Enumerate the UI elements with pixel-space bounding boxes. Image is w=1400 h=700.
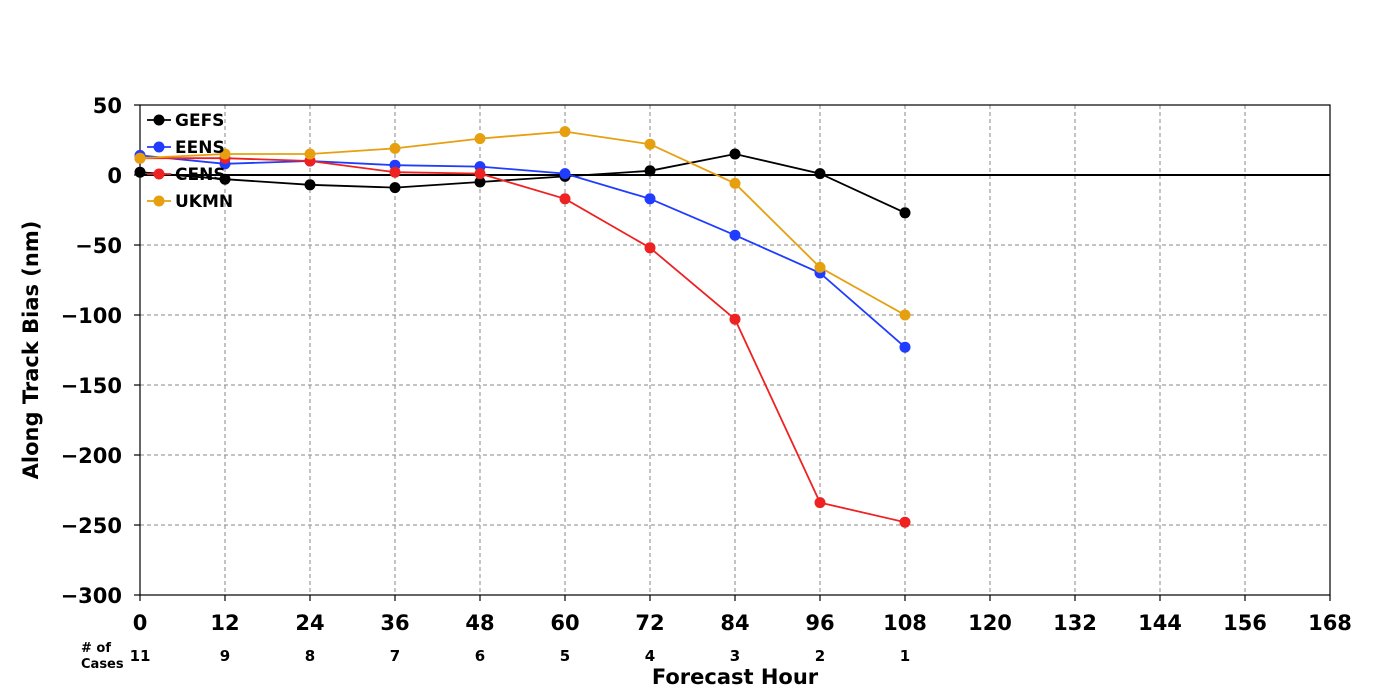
data-point xyxy=(644,242,656,254)
legend-label: UKMN xyxy=(175,192,233,212)
data-point xyxy=(814,168,826,180)
x-tick-label: 156 xyxy=(1223,611,1267,635)
data-point xyxy=(389,166,401,178)
data-point xyxy=(899,341,911,353)
case-count: 6 xyxy=(475,647,485,665)
data-point xyxy=(644,138,656,150)
data-point xyxy=(729,177,741,189)
data-point xyxy=(899,309,911,321)
data-point xyxy=(389,142,401,154)
y-axis-label: Along Track Bias (nm) xyxy=(19,221,43,480)
data-point xyxy=(644,193,656,205)
case-count: 11 xyxy=(130,647,151,665)
series-line xyxy=(139,154,906,348)
x-tick-label: 132 xyxy=(1053,611,1097,635)
x-tick-label: 120 xyxy=(968,611,1012,635)
x-tick-label: 168 xyxy=(1308,611,1352,635)
cases-row: 11 9 8 7 6 5 4 3 2 1 xyxy=(130,647,911,665)
legend-marker xyxy=(153,141,165,153)
data-point xyxy=(219,148,231,160)
case-count: 2 xyxy=(815,647,825,665)
case-count: 9 xyxy=(220,647,230,665)
y-tick-label: −150 xyxy=(61,374,122,398)
case-count: 7 xyxy=(390,647,400,665)
x-tick-label: 0 xyxy=(133,611,148,635)
cases-label-line1: # of xyxy=(81,641,111,656)
data-point xyxy=(899,516,911,528)
legend-item: EENS xyxy=(147,138,225,158)
data-point xyxy=(729,313,741,325)
x-tick-label: 144 xyxy=(1138,611,1182,635)
data-point xyxy=(899,207,911,219)
x-tick-label: 72 xyxy=(635,611,664,635)
data-point xyxy=(729,229,741,241)
x-axis-label: Forecast Hour xyxy=(652,665,819,689)
data-point xyxy=(559,168,571,180)
x-tick-label: 24 xyxy=(295,611,324,635)
y-tick-label: 50 xyxy=(93,94,122,118)
series-line xyxy=(139,153,906,214)
data-point xyxy=(304,148,316,160)
data-point xyxy=(134,152,146,164)
case-count: 1 xyxy=(900,647,910,665)
legend: GEFS EENS CENS UKMN xyxy=(147,111,233,212)
data-point xyxy=(219,173,231,185)
data-point xyxy=(559,126,571,138)
data-point xyxy=(474,133,486,145)
case-count: 4 xyxy=(645,647,655,665)
y-tick-label: −300 xyxy=(61,584,122,608)
case-count: 8 xyxy=(305,647,315,665)
y-tick-label: −50 xyxy=(75,234,122,258)
data-point xyxy=(134,166,146,178)
x-tick-label: 108 xyxy=(883,611,927,635)
legend-marker xyxy=(153,168,165,180)
cases-label-line2: Cases xyxy=(81,657,124,672)
legend-item: GEFS xyxy=(147,111,224,131)
series-group xyxy=(134,126,911,528)
legend-item: UKMN xyxy=(147,192,233,212)
data-point xyxy=(559,193,571,205)
y-tick-label: 0 xyxy=(107,164,122,188)
data-point xyxy=(644,165,656,177)
x-axis-ticks: 0 12 24 36 48 60 72 84 96 108 120 132 144 156 168 xyxy=(133,595,1352,635)
x-tick-label: 36 xyxy=(380,611,409,635)
data-point xyxy=(814,497,826,509)
grid xyxy=(140,105,1330,595)
x-tick-label: 84 xyxy=(720,611,749,635)
x-tick-label: 48 xyxy=(465,611,494,635)
legend-item: CENS xyxy=(147,165,226,185)
data-point xyxy=(474,168,486,180)
legend-label: GEFS xyxy=(175,111,224,131)
data-point xyxy=(814,261,826,273)
case-count: 3 xyxy=(730,647,740,665)
legend-label: CENS xyxy=(175,165,226,185)
case-count: 5 xyxy=(560,647,570,665)
y-tick-label: −200 xyxy=(61,444,122,468)
legend-marker xyxy=(153,114,165,126)
data-point xyxy=(729,148,741,160)
data-point xyxy=(304,179,316,191)
series-line xyxy=(139,130,906,316)
y-tick-label: −100 xyxy=(61,304,122,328)
legend-marker xyxy=(153,195,165,207)
data-point xyxy=(389,182,401,194)
x-tick-label: 96 xyxy=(805,611,834,635)
series-ukmn xyxy=(134,126,911,321)
legend-label: EENS xyxy=(175,138,225,158)
y-tick-label: −250 xyxy=(61,514,122,538)
y-axis-ticks: 50 0 −50 −100 −150 −200 −250 −300 xyxy=(61,94,140,608)
data-point xyxy=(474,176,486,188)
series-line xyxy=(140,157,906,524)
x-tick-label: 12 xyxy=(210,611,239,635)
x-tick-label: 60 xyxy=(550,611,579,635)
